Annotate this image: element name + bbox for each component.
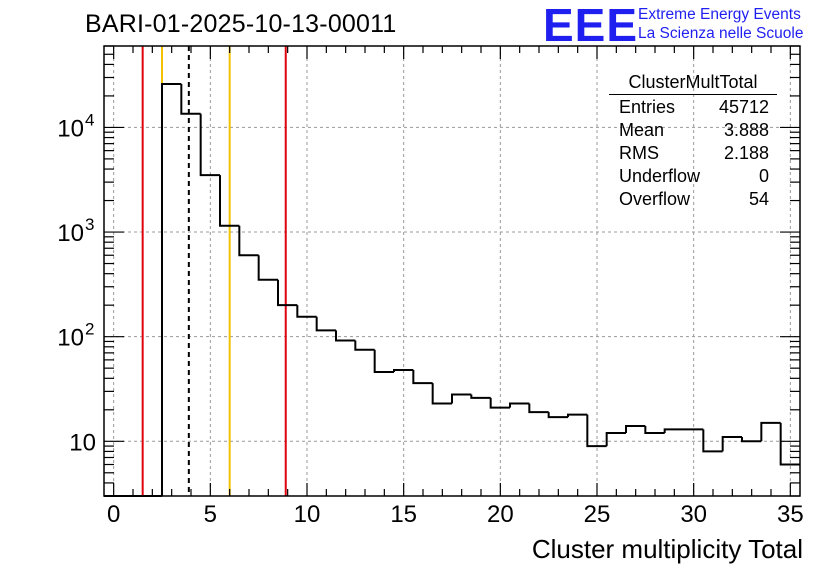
histogram-bin-25 — [586, 414, 607, 448]
histogram-bin-16 — [412, 370, 433, 385]
histogram-bin-34 — [760, 421, 781, 442]
histogram-bin-9 — [277, 279, 298, 307]
x-tick-label-30: 30 — [680, 501, 707, 528]
x-tick-label-25: 25 — [584, 501, 611, 528]
histogram-bin-26 — [605, 432, 626, 447]
x-tick-label-5: 5 — [204, 501, 217, 528]
stats-row-entries: Entries 45712 — [619, 97, 769, 117]
y-tick-label-exponent: 4 — [85, 110, 94, 129]
y-tick-label-10: 10 — [69, 429, 96, 456]
histogram-bin-33 — [741, 436, 762, 443]
reference-lines — [141, 46, 287, 496]
x-tick-label-10: 10 — [294, 501, 321, 528]
histogram-bin-18 — [451, 393, 472, 404]
histogram-bin-31 — [702, 429, 723, 453]
y-tick-label-exponent: 2 — [85, 320, 94, 339]
stats-row-rms: RMS 2.188 — [619, 143, 769, 163]
histogram-bin-5 — [199, 113, 220, 177]
histogram-bin-14 — [373, 349, 394, 373]
axis-ticks — [104, 45, 800, 497]
histogram-bin-19 — [470, 394, 491, 399]
histogram-bin-3 — [161, 82, 182, 496]
eee-logo: EEE — [543, 0, 639, 51]
histogram-bin-23 — [547, 412, 568, 419]
histogram-bin-6 — [219, 175, 240, 227]
y-tick-label-10000: 10 4 — [57, 110, 94, 142]
histogram-bin-15 — [393, 369, 414, 372]
plot-title: BARI-01-2025-10-13-00011 — [85, 10, 397, 38]
x-tick-label-0: 0 — [107, 501, 120, 528]
y-tick-label-base: 10 — [57, 220, 84, 247]
histogram-bin-4 — [180, 83, 201, 115]
stats-box: ClusterMultTotal Entries 45712 Mean 3.888 … — [609, 72, 777, 211]
histogram-series — [104, 82, 800, 497]
histogram-bin-8 — [257, 255, 278, 281]
logo-line-1: Extreme Energy Events — [638, 6, 801, 23]
histogram-bin-10 — [296, 305, 317, 318]
y-tick-label-exponent: 3 — [85, 215, 94, 234]
stats-row-underflow: Underflow 0 — [619, 166, 769, 186]
histogram-bin-7 — [238, 225, 259, 257]
x-tick-label-35: 35 — [777, 501, 804, 528]
y-tick-label-100: 10 2 — [57, 320, 94, 352]
y-tick-label-base: 10 — [57, 325, 84, 352]
histogram-bin-24 — [567, 413, 588, 418]
histogram-bin-27 — [625, 425, 646, 434]
histogram-bin-28 — [644, 426, 665, 435]
histogram-bin-20 — [489, 397, 510, 409]
y-tick-label-base: 10 — [57, 115, 84, 142]
y-tick-label-base: 10 — [69, 429, 96, 456]
grid-lines — [104, 46, 800, 496]
stats-box-title: ClusterMultTotal — [609, 72, 777, 95]
histogram-bin-21 — [509, 402, 530, 408]
histogram-bin-22 — [528, 403, 549, 414]
y-tick-label-1000: 10 3 — [57, 215, 94, 247]
x-tick-label-15: 15 — [390, 501, 417, 528]
x-axis-label: Cluster multiplicity Total — [531, 534, 803, 564]
logo-line-2: La Scienza nelle Scuole — [638, 25, 804, 42]
stats-row-mean: Mean 3.888 — [619, 120, 769, 140]
plot-frame — [103, 45, 801, 497]
stats-row-overflow: Overflow 54 — [619, 189, 769, 209]
histogram-bin-17 — [431, 383, 452, 405]
histogram-bin-13 — [354, 340, 375, 351]
x-tick-labels: 0 5 10 15 20 25 30 35 — [107, 501, 804, 528]
x-tick-label-20: 20 — [487, 501, 514, 528]
histogram-bin-32 — [721, 435, 742, 452]
histogram-bin-12 — [335, 330, 356, 342]
histogram-bin-11 — [315, 316, 336, 332]
histogram-bin-29 — [663, 428, 684, 434]
